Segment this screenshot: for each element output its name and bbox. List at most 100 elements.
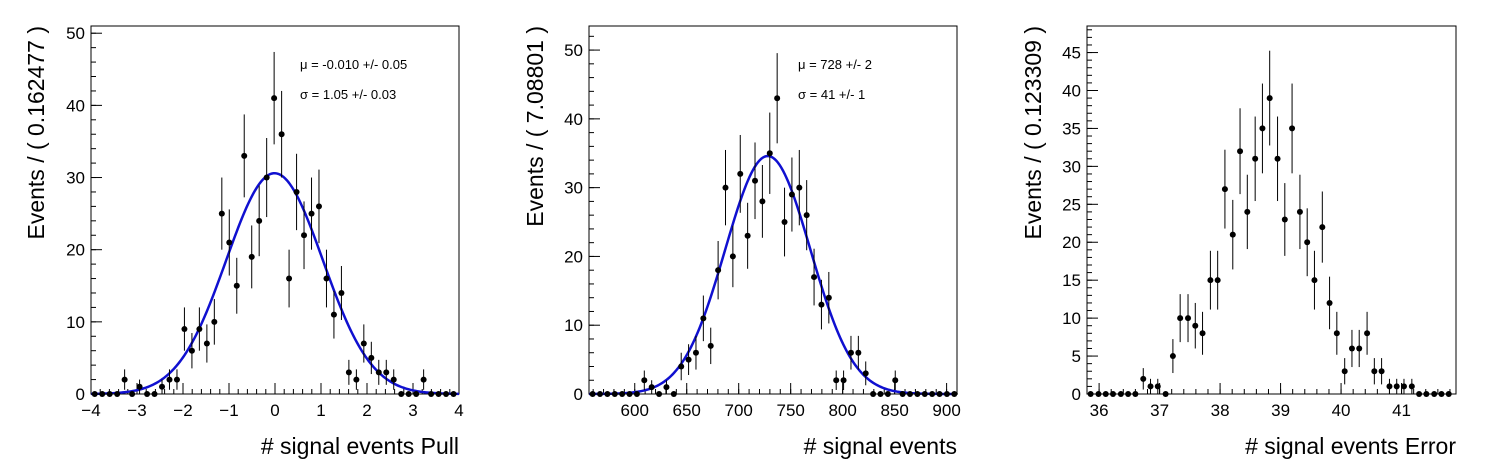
gaussian-fit-curve (589, 154, 957, 396)
data-point (1333, 311, 1340, 355)
y-tick-label: 50 (564, 41, 583, 60)
data-point (869, 391, 877, 397)
y-tick-label: 5 (1072, 347, 1081, 366)
data-point (1400, 378, 1407, 394)
fit-curve-path (90, 171, 460, 396)
data-point (825, 271, 832, 324)
data-point (759, 165, 766, 238)
data-point (1207, 250, 1214, 310)
data-point (1281, 183, 1288, 256)
point-marker (315, 203, 322, 210)
point-marker (1289, 125, 1296, 132)
point-marker (1408, 383, 1415, 390)
point-marker (892, 377, 899, 384)
data-point (737, 134, 744, 213)
point-marker (330, 311, 337, 318)
point-marker (383, 369, 390, 376)
data-point (196, 307, 203, 351)
point-marker (648, 384, 655, 391)
data-point (707, 327, 714, 365)
point-marker (774, 95, 781, 102)
point-marker (744, 232, 751, 239)
y-tick-label: 30 (564, 179, 583, 198)
data-point (1386, 378, 1393, 394)
data-point (271, 51, 278, 145)
point-marker (840, 377, 847, 384)
data-point (744, 202, 751, 269)
point-marker (700, 315, 707, 322)
point-marker (752, 177, 759, 184)
data-point (788, 157, 795, 232)
point-marker (737, 170, 744, 177)
point-marker (375, 369, 382, 376)
data-point (1378, 358, 1385, 385)
point-marker (338, 289, 345, 296)
y-tick-label: 10 (1062, 309, 1081, 328)
point-marker (1125, 391, 1132, 397)
data-point (641, 370, 648, 390)
data-point (1393, 378, 1400, 394)
data-point (803, 180, 810, 251)
data-point (1348, 329, 1355, 368)
data-point (840, 370, 847, 390)
data-point (884, 391, 892, 397)
point-marker (1110, 391, 1117, 397)
y-tick-label: 0 (76, 385, 85, 404)
point-marker (1229, 231, 1236, 238)
data-point (692, 335, 699, 370)
y-axis-label: Events / ( 0.162477 ) (23, 26, 49, 240)
point-marker (211, 318, 218, 325)
data-point (397, 391, 405, 397)
point-marker (353, 376, 360, 383)
point-marker (907, 391, 914, 397)
x-tick-label: 41 (1392, 401, 1411, 420)
x-axis-label: # signal events (804, 433, 957, 459)
data-point (404, 391, 413, 397)
data-point (862, 361, 869, 386)
point-marker (188, 347, 195, 354)
data-point (847, 335, 854, 370)
point-marker (286, 275, 293, 282)
data-point (136, 379, 143, 394)
data-point (113, 391, 121, 397)
data-point (166, 369, 173, 390)
y-axis-label: Events / ( 7.08801 ) (522, 26, 548, 227)
data-point (293, 153, 300, 231)
point-marker (308, 210, 315, 217)
point-marker (921, 391, 928, 397)
point-marker (1266, 95, 1273, 102)
data-point (203, 324, 210, 363)
point-marker (218, 210, 225, 217)
point-marker (641, 377, 648, 384)
point-marker (136, 383, 143, 390)
point-marker (323, 275, 330, 282)
data-point (670, 391, 678, 397)
point-marker (420, 376, 427, 383)
plot-frame (1086, 25, 1457, 395)
data-point (1177, 294, 1184, 343)
point-marker (1386, 383, 1393, 390)
point-marker (619, 391, 626, 397)
point-marker (121, 376, 128, 383)
point-marker (722, 184, 729, 191)
y-tick-label: 0 (1072, 385, 1081, 404)
data-point (150, 391, 159, 397)
point-marker (862, 370, 869, 377)
point-marker (759, 198, 766, 205)
point-marker (144, 391, 151, 397)
point-marker (951, 391, 958, 397)
point-marker (1214, 277, 1221, 284)
point-marker (405, 391, 412, 397)
x-tick-label: 38 (1211, 401, 1230, 420)
point-marker (301, 232, 308, 239)
axis-ticks: 600 650 700 750 800 850 900 0 10 20 30 40 50 (564, 35, 961, 420)
y-tick-label: 40 (1062, 81, 1081, 100)
point-marker (803, 212, 810, 219)
point-marker (1371, 368, 1378, 375)
point-marker (428, 391, 435, 397)
point-marker (626, 391, 633, 397)
point-marker (398, 391, 405, 397)
data-point (928, 391, 936, 397)
data-point (1244, 174, 1251, 250)
